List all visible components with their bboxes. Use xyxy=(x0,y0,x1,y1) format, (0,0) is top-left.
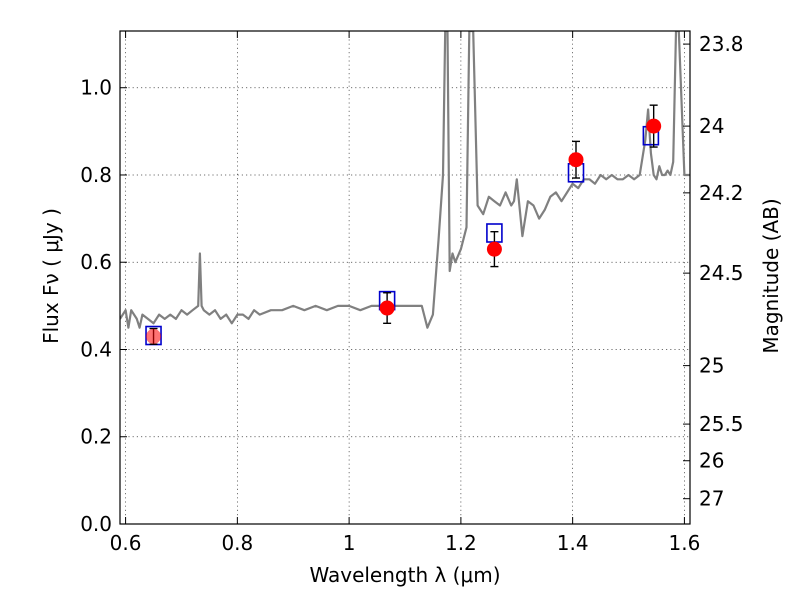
right-tick-label: 24.5 xyxy=(699,261,744,285)
plot-frame xyxy=(119,30,691,525)
right-tick-label: 25 xyxy=(699,354,724,378)
y-tick-label: 0.0 xyxy=(80,512,112,536)
right-tick-label: 23.8 xyxy=(699,32,744,56)
x-tick-label: 0.8 xyxy=(221,531,253,555)
right-tick-label: 24 xyxy=(699,114,724,138)
y-tick-label: 0.4 xyxy=(80,337,112,361)
y-tick-label: 1.0 xyxy=(80,76,112,100)
axes-frame-layer xyxy=(119,30,691,525)
observed-point xyxy=(379,300,395,316)
right-tick-label: 24.2 xyxy=(699,181,744,205)
ticks-layer: 0.6 0.8 1 1.2 1.4 1.6 0.0 0.2 0.4 0.6 0.8 1.0 23.8 24… xyxy=(80,31,744,555)
observed-point xyxy=(486,241,502,257)
observed-point xyxy=(568,152,584,168)
right-tick-label: 27 xyxy=(699,487,724,511)
y-tick-label: 0.6 xyxy=(80,250,112,274)
x-tick-label: 0.6 xyxy=(110,531,142,555)
spectrum-line xyxy=(120,31,690,329)
x-tick-label: 1.6 xyxy=(669,531,701,555)
x-axis-label: Wavelength λ (μm) xyxy=(309,563,500,587)
observed-point xyxy=(146,328,162,344)
y-tick-label: 0.8 xyxy=(80,163,112,187)
x-tick-label: 1 xyxy=(343,531,356,555)
observed-point xyxy=(646,118,662,134)
y-axis-label: Flux Fν ( μJy ) xyxy=(39,208,63,344)
observed-photometry-layer xyxy=(146,104,662,345)
x-tick-label: 1.2 xyxy=(445,531,477,555)
y-tick-label: 0.2 xyxy=(80,425,112,449)
spectrum-layer xyxy=(120,31,690,329)
x-tick-label: 1.4 xyxy=(557,531,589,555)
y-axis-label-right: Magnitude (AB) xyxy=(759,198,783,353)
right-tick-label: 26 xyxy=(699,449,724,473)
right-tick-label: 25.5 xyxy=(699,412,744,436)
grid-layer xyxy=(120,31,690,525)
